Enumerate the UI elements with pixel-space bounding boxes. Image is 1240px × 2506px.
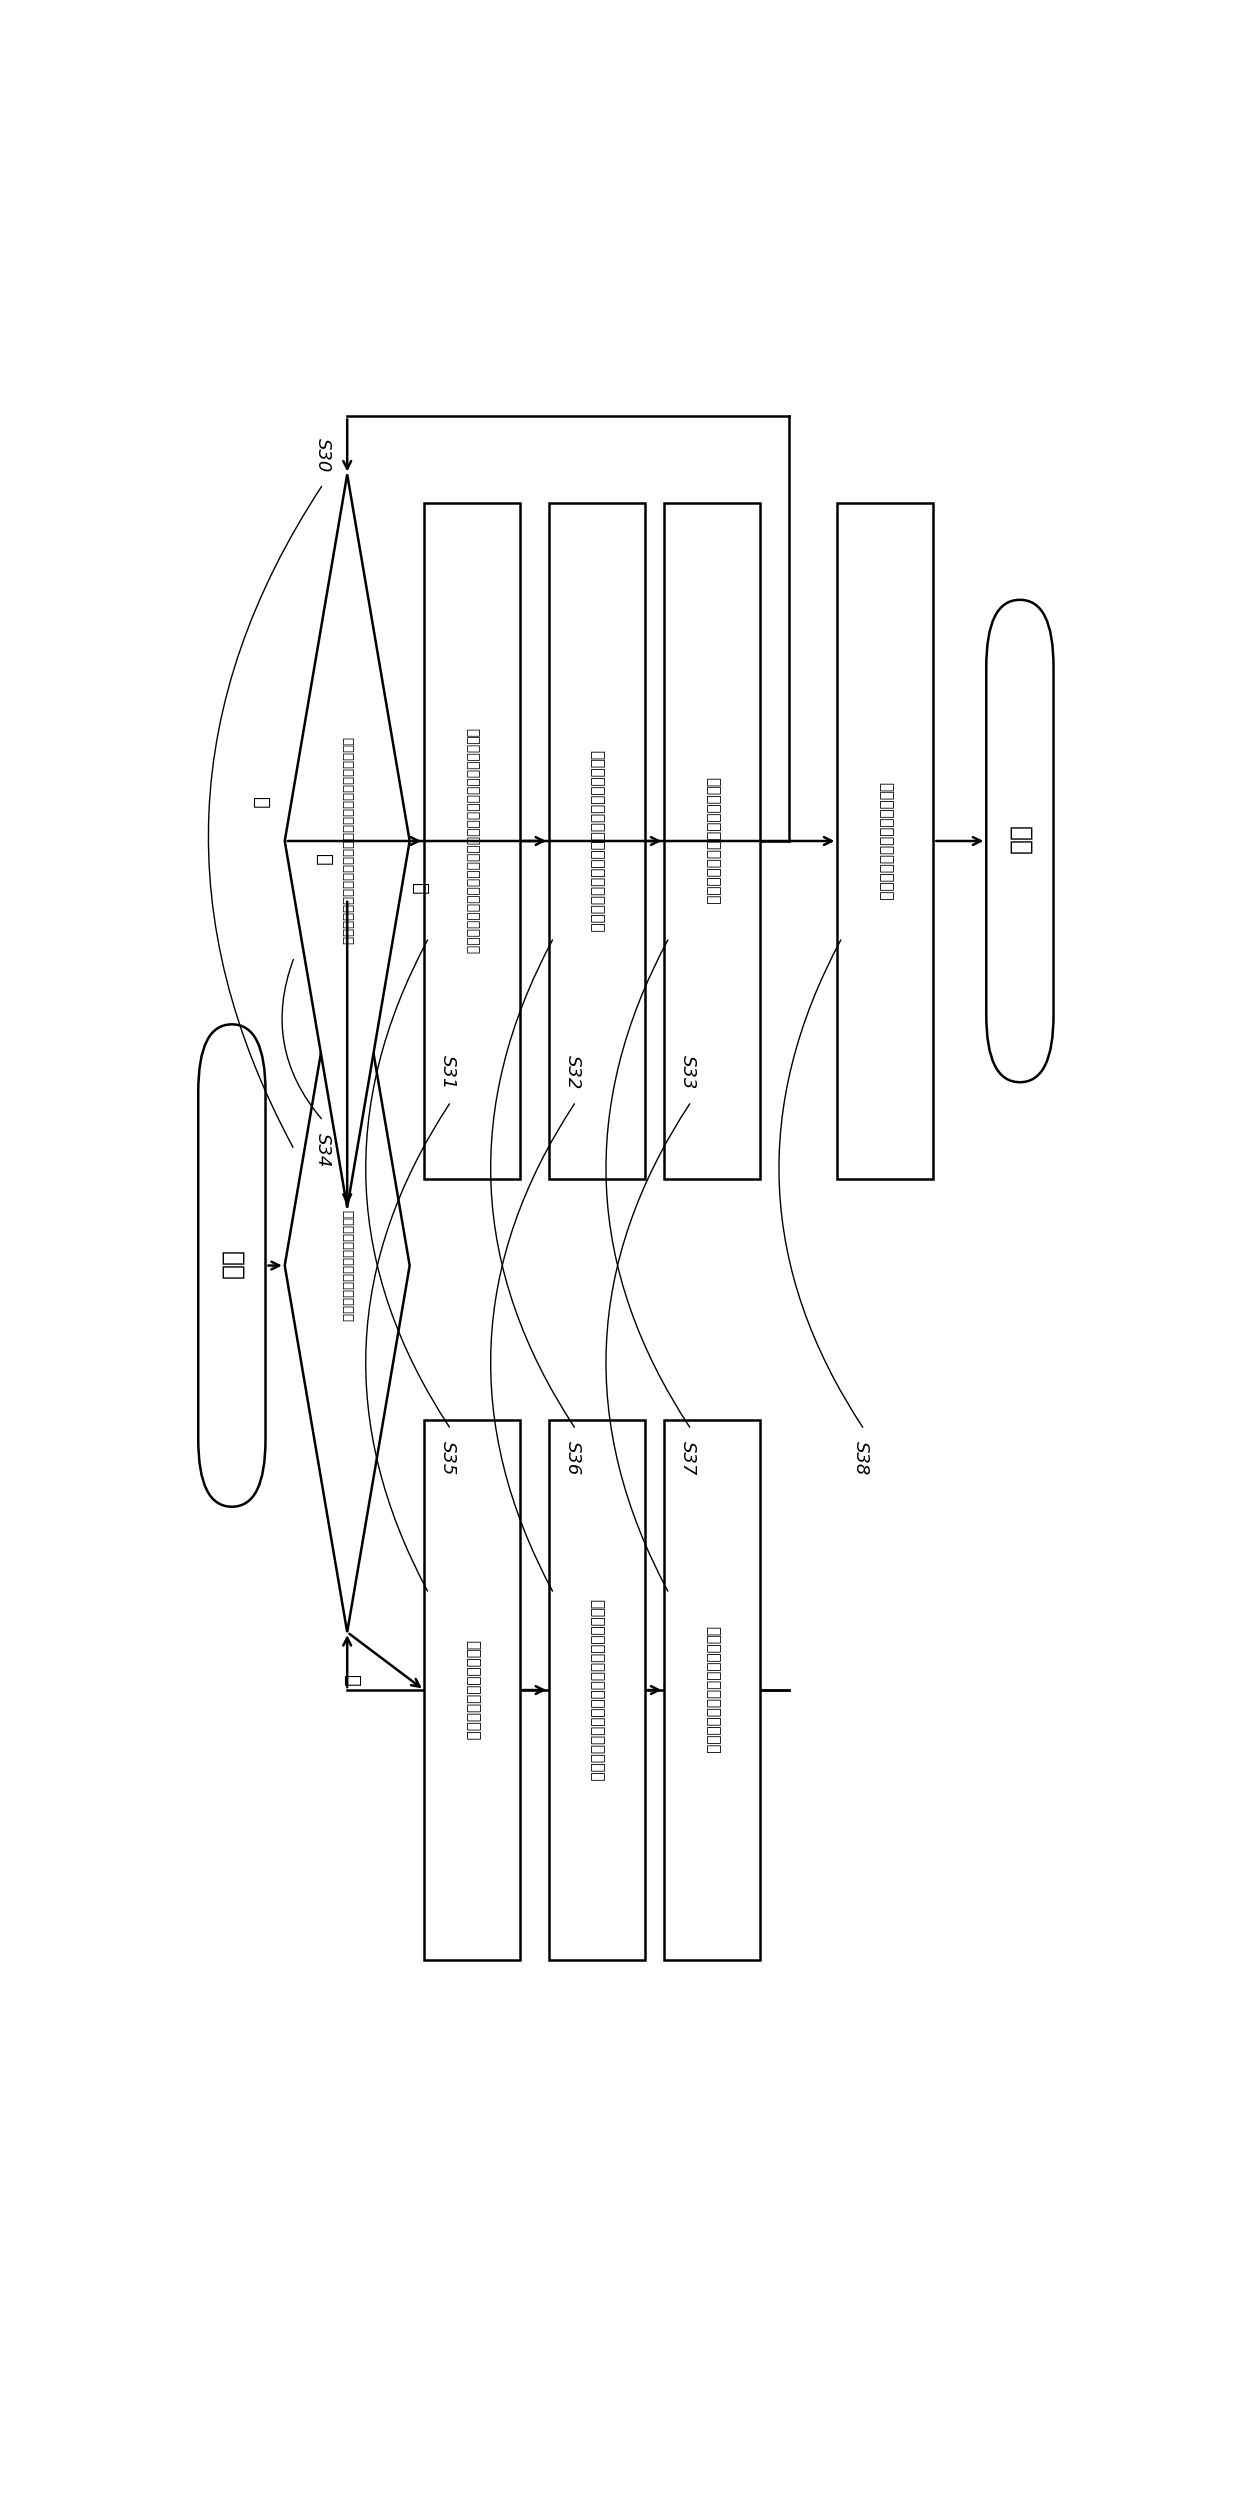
Text: 结束: 结束 [1008, 827, 1032, 857]
Text: S30: S30 [314, 439, 332, 471]
Bar [665, 504, 760, 1178]
Text: 是: 是 [252, 797, 270, 809]
Text: 控制无人机执行控制悬停指令: 控制无人机执行控制悬停指令 [878, 782, 893, 900]
Bar [837, 504, 934, 1178]
Text: 根据距离修正无人机的飞行位移: 根据距离修正无人机的飞行位移 [704, 777, 720, 905]
Text: 根据距离修正无人机的飞行位移: 根据距离修正无人机的飞行位移 [704, 1626, 720, 1754]
Text: S35: S35 [439, 1441, 458, 1476]
Text: S31: S31 [439, 1055, 458, 1090]
Text: 判断目标物是否位于图像的中央: 判断目标物是否位于图像的中央 [341, 1210, 353, 1321]
Text: 否: 否 [409, 885, 429, 895]
Text: 控制无人机向目标物飞行: 控制无人机向目标物飞行 [465, 1639, 480, 1739]
Polygon shape [285, 900, 409, 1631]
Text: 采用测距系统测量无人机和目标物之间的距离: 采用测距系统测量无人机和目标物之间的距离 [589, 749, 605, 932]
Bar [424, 504, 521, 1178]
Bar [549, 504, 645, 1178]
FancyBboxPatch shape [986, 599, 1054, 1083]
Text: S36: S36 [564, 1441, 582, 1476]
Polygon shape [285, 474, 409, 1208]
Text: 控制无人机向该第三视觉采集装置回目标准位置的反方向飞行: 控制无人机向该第三视觉采集装置回目标准位置的反方向飞行 [465, 727, 479, 955]
FancyBboxPatch shape [198, 1025, 265, 1506]
Text: 采用测距系统测量无人机与目标物之间的距离: 采用测距系统测量无人机与目标物之间的距离 [589, 1599, 605, 1782]
Text: 是: 是 [314, 855, 332, 867]
Text: S32: S32 [564, 1055, 582, 1090]
Text: S37: S37 [680, 1441, 697, 1476]
Text: S34: S34 [314, 1133, 332, 1168]
Text: 判断测距系统的第三视觉采集装置是否位于预设的标准位置: 判断测距系统的第三视觉采集装置是否位于预设的标准位置 [341, 737, 353, 945]
Text: S38: S38 [852, 1441, 870, 1476]
Text: S33: S33 [680, 1055, 697, 1090]
Text: 开始: 开始 [219, 1250, 244, 1281]
Bar [549, 1421, 645, 1960]
Text: 否: 否 [342, 1674, 362, 1687]
Bar [424, 1421, 521, 1960]
Bar [665, 1421, 760, 1960]
